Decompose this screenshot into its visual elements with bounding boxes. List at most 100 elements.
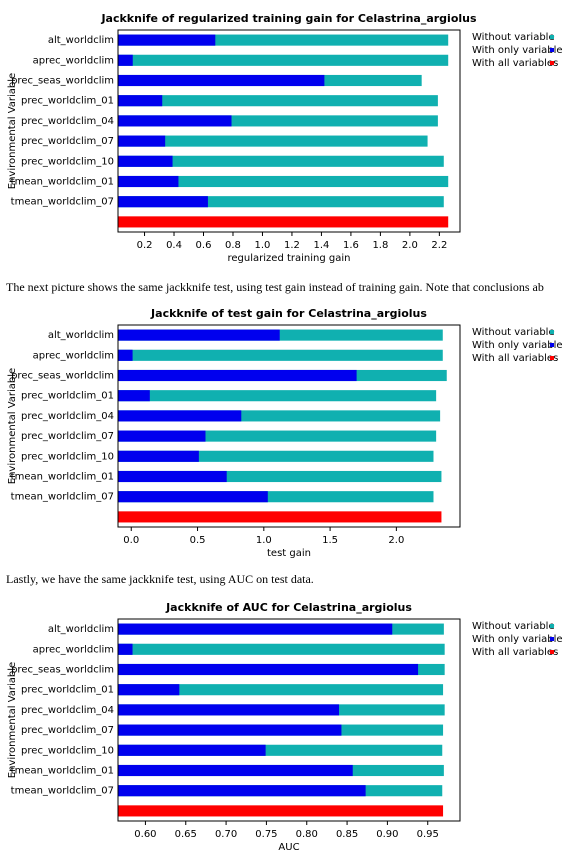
y-tick-label: prec_worldclim_04: [21, 411, 114, 422]
chart-title: Jackknife of test gain for Celastrina_ar…: [150, 307, 427, 320]
y-tick-label: alt_worldclim: [48, 330, 114, 341]
x-tick-label: 0.90: [376, 829, 398, 840]
legend-label: With all variables: [472, 353, 558, 364]
bar: [118, 175, 179, 188]
legend-label: Without variable: [472, 621, 555, 632]
x-axis-label: AUC: [278, 842, 299, 853]
bar: [118, 744, 443, 756]
y-tick-label: prec_seas_worldclim: [11, 76, 114, 87]
y-tick-label: prec_worldclim_04: [21, 705, 114, 716]
bar: [118, 805, 444, 817]
x-tick-label: 2.0: [388, 535, 404, 546]
y-tick-label: tmean_worldclim_01: [11, 177, 114, 188]
x-tick-label: 0.95: [417, 829, 439, 840]
x-tick-label: 0.4: [166, 240, 182, 251]
y-tick-label: prec_worldclim_10: [21, 745, 114, 756]
x-tick-label: 0.2: [137, 240, 153, 251]
bar: [118, 95, 163, 107]
x-tick-label: 1.2: [284, 240, 300, 251]
bar: [118, 329, 443, 341]
bar: [118, 95, 438, 107]
legend-swatch: [550, 624, 554, 628]
bar: [118, 450, 199, 462]
y-tick-label: prec_worldclim_07: [21, 725, 114, 736]
plot-frame: [117, 324, 461, 528]
legend-swatch: [550, 356, 554, 360]
y-tick-label: tmean_worldclim_07: [11, 492, 114, 503]
legend-swatch: [550, 330, 554, 334]
bar: [118, 115, 438, 127]
bar: [118, 410, 441, 422]
x-tick-label: 0.80: [296, 829, 318, 840]
bar: [118, 491, 434, 503]
bar: [118, 430, 437, 442]
x-tick-label: 0.0: [123, 535, 139, 546]
y-axis-label: Environmental Variable: [7, 368, 18, 484]
legend-swatch: [550, 61, 554, 65]
bar: [118, 216, 449, 228]
bar: [118, 349, 133, 361]
bar: [118, 684, 180, 696]
y-tick-label: prec_worldclim_01: [21, 685, 114, 696]
chart: Jackknife of AUC for Celastrina_argiolus…: [7, 601, 563, 853]
chart-title: Jackknife of regularized training gain f…: [100, 12, 477, 25]
legend-swatch: [550, 35, 554, 39]
bar: [118, 390, 437, 402]
x-tick-label: 0.5: [190, 535, 206, 546]
x-tick-label: 1.5: [322, 535, 338, 546]
legend-label: With only variable: [472, 340, 563, 351]
bar: [118, 196, 444, 208]
bar: [118, 724, 342, 736]
legend-label: With all variables: [472, 58, 558, 69]
bar: [118, 135, 428, 147]
y-tick-label: aprec_worldclim: [33, 644, 114, 655]
bar: [118, 704, 340, 716]
bar: [118, 155, 444, 167]
bar: [118, 764, 353, 777]
chart-title: Jackknife of AUC for Celastrina_argiolus: [165, 601, 412, 614]
bar: [118, 54, 449, 66]
legend-label: Without variable: [472, 327, 555, 338]
x-tick-label: 0.75: [255, 829, 277, 840]
bar: [118, 470, 442, 483]
bar: [118, 785, 366, 797]
y-tick-label: prec_seas_worldclim: [11, 371, 114, 382]
bar: [118, 684, 444, 696]
legend-swatch: [550, 48, 554, 52]
y-tick-label: tmean_worldclim_01: [11, 766, 114, 777]
bar: [118, 430, 206, 442]
plot-frame: [117, 618, 461, 822]
x-tick-label: 0.70: [215, 829, 237, 840]
chart: Jackknife of regularized training gain f…: [7, 12, 563, 264]
bar: [118, 410, 242, 422]
x-tick-label: 1.4: [313, 240, 329, 251]
x-tick-label: 0.85: [336, 829, 358, 840]
x-tick-label: 1.8: [372, 240, 388, 251]
legend-swatch: [550, 650, 554, 654]
y-tick-label: prec_worldclim_10: [21, 451, 114, 462]
x-tick-label: 0.8: [225, 240, 241, 251]
y-axis-label: Environmental Variable: [7, 662, 18, 778]
legend-swatch: [550, 343, 554, 347]
y-tick-label: tmean_worldclim_01: [11, 472, 114, 483]
legend-label: With only variable: [472, 634, 563, 645]
bar: [118, 663, 419, 676]
x-axis-label: test gain: [267, 548, 311, 559]
y-tick-label: tmean_worldclim_07: [11, 197, 114, 208]
paragraph: Lastly, we have the same jackknife test,…: [6, 572, 314, 586]
bar: [118, 175, 449, 188]
y-tick-label: prec_worldclim_07: [21, 431, 114, 442]
y-tick-label: prec_worldclim_01: [21, 96, 114, 107]
bar: [118, 34, 449, 46]
x-tick-label: 0.60: [134, 829, 156, 840]
bar: [118, 74, 325, 87]
bar: [118, 643, 445, 655]
bar: [118, 491, 268, 503]
paragraph: The next picture shows the same jackknif…: [6, 280, 544, 294]
y-tick-label: aprec_worldclim: [33, 55, 114, 66]
bar: [118, 54, 133, 66]
y-tick-label: prec_worldclim_10: [21, 156, 114, 167]
bar: [118, 329, 280, 341]
y-axis-label: Environmental Variable: [7, 73, 18, 189]
